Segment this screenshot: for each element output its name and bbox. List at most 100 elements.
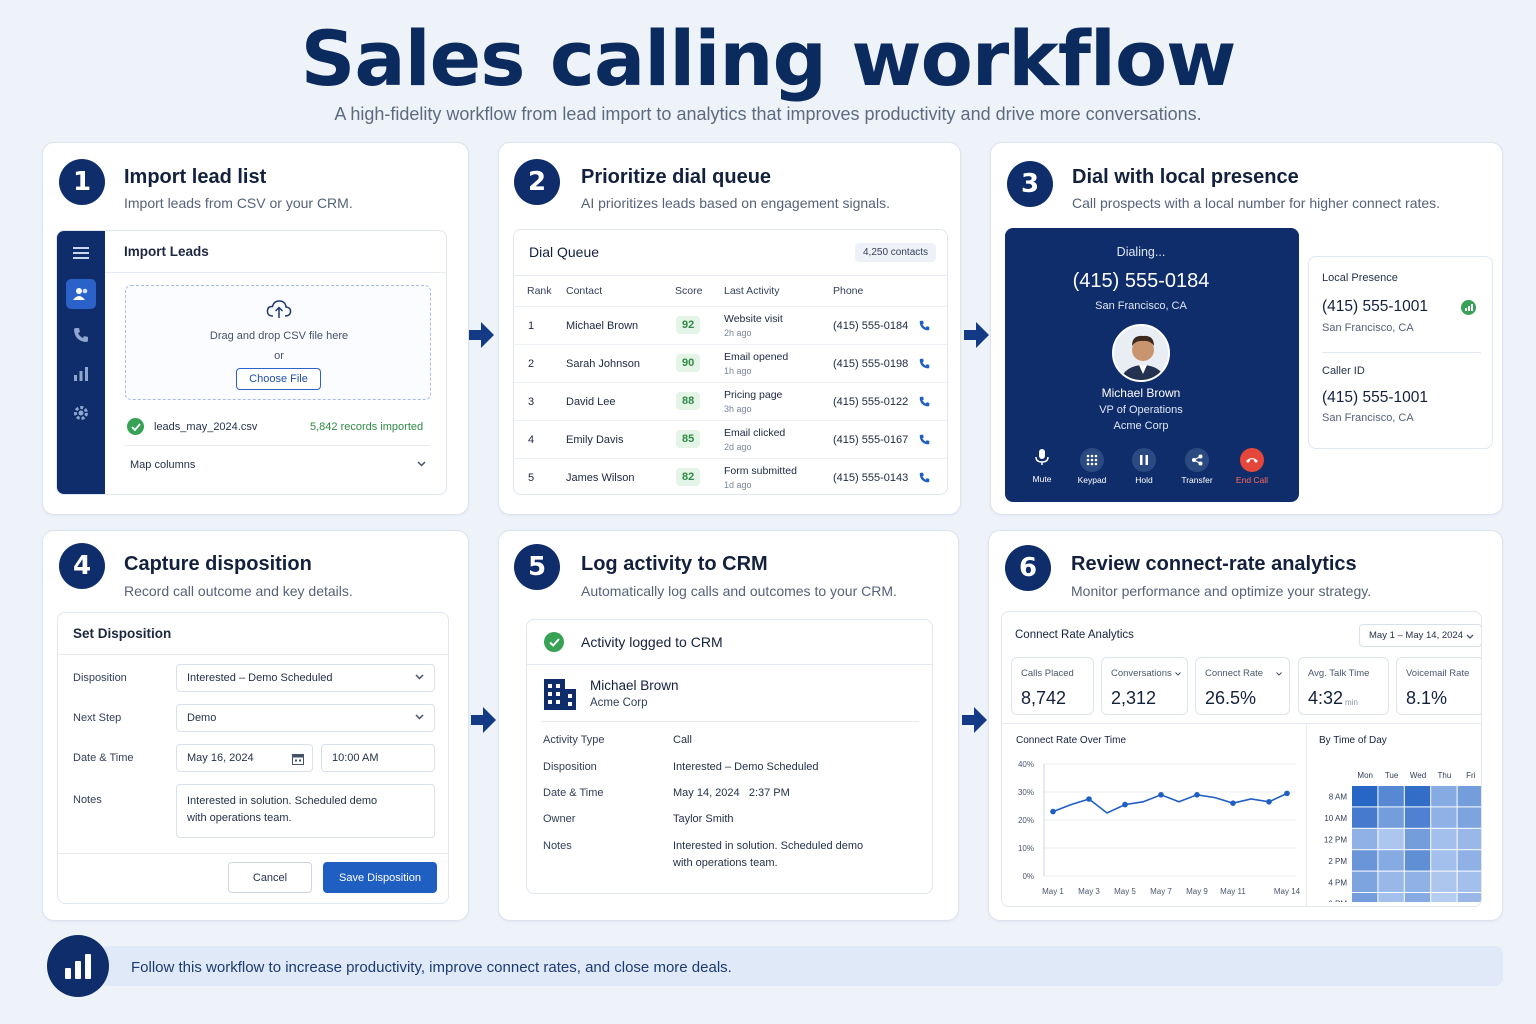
phone-cell: (415) 555-0143 (833, 472, 909, 484)
heatmap-cell (1431, 893, 1457, 902)
column-header: Score (675, 285, 703, 297)
menu-icon[interactable] (69, 241, 93, 265)
date-input[interactable]: May 16, 2024 (176, 744, 313, 772)
column-label: Tue (1385, 771, 1399, 780)
end-call-button[interactable]: End Call (1232, 448, 1272, 485)
field-label: Date & Time (543, 787, 604, 799)
score-badge: 88 (676, 392, 701, 410)
heatmap-cell (1431, 850, 1457, 871)
data-point (1122, 801, 1128, 808)
crm-activity-panel: Activity logged to CRM Michael Brown Acm… (526, 619, 933, 894)
date-range-select[interactable]: May 1 – May 14, 2024 (1359, 624, 1481, 647)
app-sidebar (57, 231, 105, 494)
data-point (1158, 792, 1164, 798)
metric-value: 4:32 (1308, 688, 1344, 708)
row-label: 4 PM (1328, 878, 1347, 887)
heatmap-cell (1404, 786, 1431, 807)
table-row[interactable]: 1 Michael Brown 92 Website visit 2h ago … (514, 306, 947, 344)
map-columns-label: Map columns (130, 459, 196, 471)
phone-cell: (415) 555-0167 (833, 434, 909, 446)
time-input[interactable]: 10:00 AM (321, 744, 435, 772)
date-value: May 16, 2024 (187, 752, 254, 764)
microphone-icon (1035, 449, 1049, 465)
x-tick-label: May 1 (1042, 887, 1064, 896)
local-number: (415) 555-1001 (1322, 298, 1428, 315)
contact-name: Michael Brown (1101, 386, 1181, 400)
step-description: Call prospects with a local number for h… (1072, 195, 1441, 211)
column-header: Contact (566, 285, 603, 297)
activity-cell: Email clicked (724, 427, 786, 439)
step-description: Monitor performance and optimize your st… (1071, 583, 1372, 599)
column-label: Fri (1466, 771, 1476, 780)
phone-icon[interactable] (919, 358, 930, 369)
score-badge: 92 (676, 316, 701, 334)
check-circle-icon (544, 632, 564, 652)
phone-icon[interactable] (69, 323, 93, 347)
heatmap-cell (1378, 871, 1404, 892)
rank-cell: 4 (528, 434, 535, 446)
import-leads-panel: Import Leads Drag and drop CSV file here… (56, 230, 447, 495)
save-disposition-button[interactable]: Save Disposition (323, 862, 437, 893)
x-tick-label: May 3 (1078, 887, 1100, 896)
bar-chart-icon (47, 935, 109, 997)
phone-icon[interactable] (919, 396, 930, 407)
file-drop-zone[interactable]: Drag and drop CSV file here or Choose Fi… (125, 285, 431, 400)
step-card-analytics: 6 Review connect-rate analytics Monitor … (988, 530, 1503, 921)
keypad-icon (1080, 448, 1104, 472)
phone-icon[interactable] (919, 320, 930, 331)
page-subtitle: A high-fidelity workflow from lead impor… (334, 104, 1202, 124)
phone-icon[interactable] (919, 472, 930, 483)
contact-cell: Michael Brown (566, 320, 639, 332)
dial-queue-title: Dial Queue (529, 244, 600, 260)
map-columns-dropdown[interactable]: Map columns (124, 453, 430, 477)
step-title: Review connect-rate analytics (1071, 553, 1357, 575)
heatmap-cell (1352, 807, 1378, 828)
phone-icon[interactable] (919, 434, 930, 445)
step-card-crm: 5 Log activity to CRM Automatically log … (498, 530, 959, 921)
control-label: Transfer (1181, 475, 1213, 485)
choose-file-button[interactable]: Choose File (236, 368, 321, 390)
column-label: Thu (1438, 771, 1452, 780)
next-step-select[interactable]: Demo (176, 704, 435, 732)
notes-line: with operations team. (187, 812, 292, 824)
chevron-down-icon (415, 714, 424, 720)
table-row[interactable]: 2 Sarah Johnson 90 Email opened 1h ago (… (514, 344, 947, 382)
chevron-down-icon (1175, 672, 1181, 676)
keypad-button[interactable]: Keypad (1075, 448, 1109, 485)
users-icon[interactable] (66, 279, 96, 309)
metric-card: Calls Placed 8,742 (1011, 657, 1094, 715)
rank-cell: 1 (528, 320, 535, 332)
gear-icon[interactable] (69, 401, 93, 425)
step-number: 1 (59, 159, 105, 205)
contact-cell: Sarah Johnson (566, 358, 640, 370)
disposition-select[interactable]: Interested – Demo Scheduled (176, 664, 435, 692)
mute-button[interactable]: Mute (1025, 448, 1059, 484)
data-point (1284, 790, 1290, 797)
arrow-right-icon (964, 322, 989, 348)
table-row[interactable]: 4 Emily Davis 85 Email clicked 2d ago (4… (514, 420, 947, 458)
row-label: 12 PM (1324, 836, 1347, 845)
metric-card[interactable]: Conversations 2,312 (1101, 657, 1188, 715)
y-tick-label: 30% (1018, 788, 1034, 797)
notes-textarea[interactable]: Interested in solution. Scheduled demo w… (176, 784, 435, 838)
metric-label: Avg. Talk Time (1308, 668, 1370, 679)
contact-avatar (1112, 324, 1170, 382)
row-label: 2 PM (1328, 857, 1347, 866)
contact-company: Acme Corp (1113, 420, 1169, 432)
local-presence-label: Local Presence (1322, 272, 1398, 284)
activity-time: 2h ago (724, 328, 752, 338)
metric-card[interactable]: Connect Rate 26.5% (1195, 657, 1290, 715)
arrow-right-icon (962, 707, 987, 733)
hold-button[interactable]: Hold (1127, 448, 1161, 485)
dialed-number: (415) 555-0184 (1072, 270, 1210, 292)
field-label: Owner (543, 813, 576, 825)
x-tick-label: May 14 (1274, 887, 1301, 896)
step-title: Prioritize dial queue (581, 166, 772, 188)
transfer-button[interactable]: Transfer (1177, 448, 1217, 485)
bar-chart-icon[interactable] (69, 362, 93, 386)
chevron-down-icon (1466, 634, 1474, 639)
cancel-button[interactable]: Cancel (228, 862, 312, 893)
table-row[interactable]: 5 James Wilson 82 Form submitted 1d ago … (514, 458, 947, 494)
column-label: Mon (1357, 771, 1373, 780)
table-row[interactable]: 3 David Lee 88 Pricing page 3h ago (415)… (514, 382, 947, 420)
